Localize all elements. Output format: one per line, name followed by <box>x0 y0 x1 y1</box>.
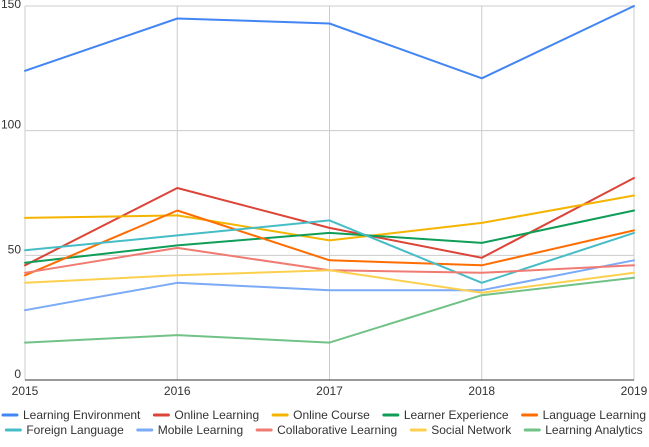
series-line-social-network <box>24 269 635 294</box>
legend-item-collaborative-learning: Collaborative Learning <box>255 423 397 437</box>
legend-item-learning-analytics: Learning Analytics <box>523 423 643 437</box>
series-line-learning-environment <box>24 5 635 80</box>
legend-label: Learning Analytics <box>545 423 642 437</box>
legend-item-language-learning: Language Learning <box>521 408 646 422</box>
legend-label: Social Network <box>431 423 512 437</box>
legend-item-online-course: Online Course <box>271 408 370 422</box>
legend-label: Learner Experience <box>404 408 509 422</box>
legend-item-learner-experience: Learner Experience <box>382 408 509 422</box>
x-tick-label: 2019 <box>621 384 648 398</box>
series-line-learner-experience <box>24 209 635 264</box>
legend-item-mobile-learning: Mobile Learning <box>136 423 243 437</box>
x-tick-label: 2018 <box>468 384 495 398</box>
legend: Learning Environment Online Learning Onlin… <box>1 408 646 437</box>
legend-label: Mobile Learning <box>158 423 243 437</box>
legend-item-online-learning: Online Learning <box>152 408 259 422</box>
x-tick-label: 2015 <box>12 384 39 398</box>
legend-label: Learning Environment <box>23 408 141 422</box>
series-lines <box>24 5 635 344</box>
legend-item-social-network: Social Network <box>409 423 512 437</box>
series-line-online-course <box>24 194 635 242</box>
x-tick-label: 2017 <box>316 384 343 398</box>
y-tick-label: 150 <box>1 0 21 11</box>
legend-item-learning-environment: Learning Environment <box>1 408 141 422</box>
grid <box>24 5 635 380</box>
axes: 0 50 100 150 2015 2016 2017 2018 2019 <box>1 0 648 398</box>
legend-item-foreign-language: Foreign Language <box>4 423 124 437</box>
y-tick-label: 0 <box>14 367 21 381</box>
series-line-learning-analytics <box>24 276 635 344</box>
series-line-mobile-learning <box>24 259 635 312</box>
y-tick-label: 50 <box>8 242 22 256</box>
series-line-foreign-language <box>24 219 635 284</box>
legend-label: Language Learning <box>543 408 646 422</box>
legend-label: Online Learning <box>174 408 259 422</box>
legend-label: Foreign Language <box>26 423 124 437</box>
series-line-language-learning <box>24 209 635 277</box>
legend-label: Collaborative Learning <box>277 423 397 437</box>
y-tick-label: 100 <box>1 118 21 132</box>
legend-label: Online Course <box>293 408 370 422</box>
x-tick-label: 2016 <box>164 384 191 398</box>
